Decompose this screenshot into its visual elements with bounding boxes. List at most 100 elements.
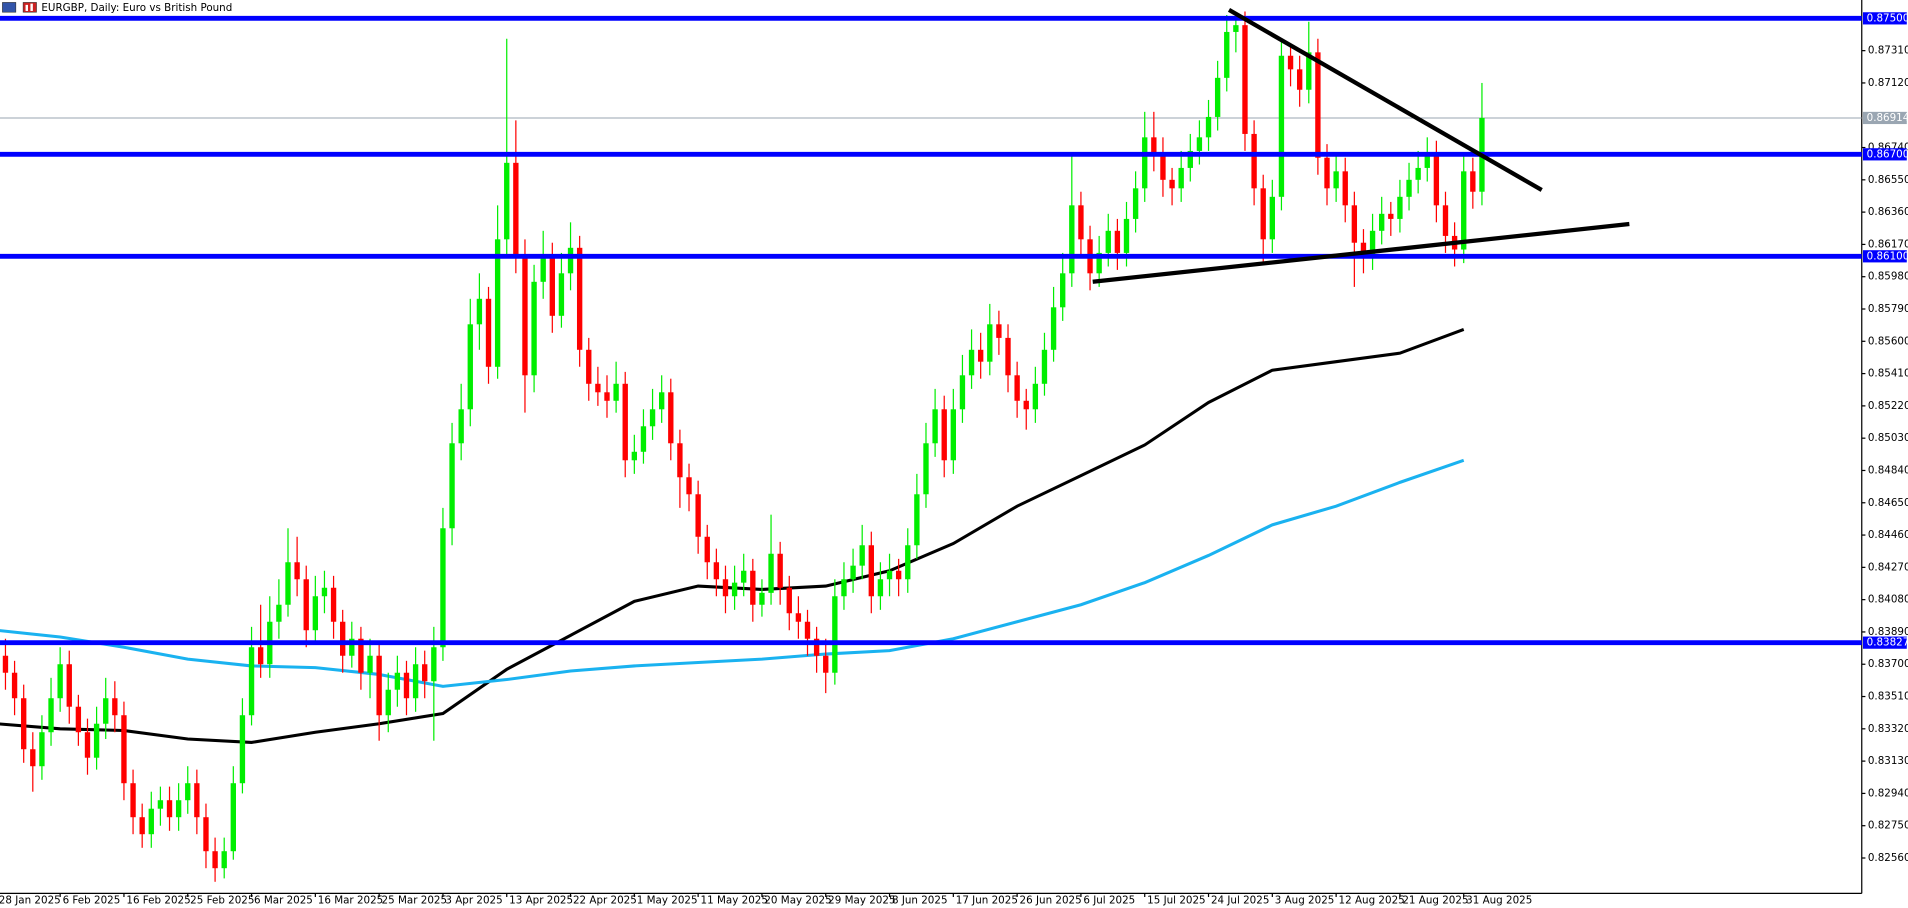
candle-body	[376, 655, 382, 716]
y-tick-label: 0.82750	[1868, 820, 1908, 832]
candle-body	[1224, 31, 1230, 78]
candle-body	[248, 647, 255, 716]
candle-body	[440, 528, 446, 648]
candle-body	[93, 723, 100, 758]
candle-body	[531, 281, 537, 376]
candle-body	[659, 392, 665, 410]
y-tick-label: 0.85030	[1868, 432, 1908, 444]
y-tick-label: 0.83130	[1868, 755, 1908, 767]
candle-body	[1078, 205, 1084, 240]
candle-body	[850, 565, 856, 580]
candle-body	[804, 621, 811, 639]
candle-body	[823, 655, 829, 673]
x-tick-label: 31 Aug 2025	[1466, 895, 1532, 907]
y-tick-label: 0.82560	[1868, 852, 1908, 864]
candle-body	[239, 715, 246, 784]
candle-body	[768, 553, 774, 593]
candle-body	[449, 443, 455, 529]
candle-body	[21, 698, 27, 750]
candle-body	[759, 592, 765, 605]
candle-body	[203, 817, 209, 852]
x-tick-label: 20 May 2025	[764, 895, 831, 907]
candle-body	[513, 162, 519, 257]
candle-body	[731, 582, 738, 597]
candle-body	[112, 698, 118, 716]
candle-body	[950, 409, 957, 461]
candle-body	[504, 162, 510, 240]
candle-body	[276, 604, 282, 622]
y-tick-label: 0.85410	[1868, 368, 1908, 380]
candle-body	[458, 409, 464, 444]
candle-body	[166, 800, 173, 818]
candle-body	[1461, 171, 1467, 250]
candle-body	[1306, 52, 1312, 90]
x-tick-label: 16 Feb 2025	[126, 895, 190, 907]
candle-body	[868, 545, 874, 597]
candle-body	[540, 256, 546, 282]
x-tick-label: 8 Jun 2025	[892, 895, 948, 907]
candle-body	[1014, 375, 1020, 401]
y-tick-label: 0.84840	[1868, 464, 1908, 476]
chart-title: EURGBP, Daily: Euro vs British Pound	[41, 2, 232, 14]
candle-body	[1096, 252, 1102, 274]
x-tick-label: 6 Jul 2025	[1083, 895, 1135, 907]
candle-body	[230, 783, 236, 852]
x-tick-label: 28 Jan 2025	[0, 895, 61, 907]
candle-body	[1415, 167, 1421, 180]
candle-body	[1123, 218, 1130, 253]
level-label-box	[1862, 636, 1907, 649]
candle-body	[1369, 230, 1376, 257]
candle-body	[1187, 150, 1193, 168]
candle-body	[403, 672, 410, 699]
candle-body	[813, 638, 820, 656]
y-tick-label: 0.83890	[1868, 626, 1908, 638]
candle-body	[1324, 157, 1330, 189]
candle-body	[1032, 383, 1039, 410]
candle-body	[121, 715, 127, 784]
candle-body	[494, 239, 501, 367]
x-tick-label: 15 Jul 2025	[1147, 895, 1205, 907]
candle-body	[1114, 230, 1121, 253]
x-tick-label: 3 Apr 2025	[445, 895, 502, 907]
candle-body	[604, 392, 610, 401]
y-tick-label: 0.87120	[1868, 77, 1908, 89]
candle-body	[1470, 171, 1476, 192]
candle-body	[1333, 171, 1339, 189]
candle-body	[1379, 213, 1385, 231]
candle-body	[1342, 171, 1348, 206]
candle-body	[1315, 52, 1321, 158]
candle-body	[48, 698, 54, 733]
x-tick-label: 17 Jun 2025	[956, 895, 1018, 907]
candle-body	[795, 613, 802, 622]
candle-body	[877, 579, 884, 597]
level-label-box	[1862, 250, 1907, 263]
candle-body	[1406, 179, 1412, 197]
candle-body	[1397, 196, 1403, 219]
candle-body	[932, 409, 938, 444]
candle-body	[103, 698, 109, 724]
candle-body	[558, 273, 565, 316]
candle-body	[294, 562, 300, 580]
candle-body	[367, 655, 373, 673]
candle-body	[330, 587, 337, 622]
candle-body	[394, 672, 401, 690]
candle-body	[1296, 69, 1303, 90]
candle-body	[1023, 400, 1029, 410]
candle-body	[1278, 55, 1285, 197]
x-tick-label: 1 May 2025	[637, 895, 698, 907]
candle-body	[1360, 242, 1367, 257]
candle-body	[84, 732, 91, 758]
candle-body	[1287, 55, 1294, 70]
candle-body	[1424, 154, 1430, 168]
y-tick-label: 0.82940	[1868, 787, 1908, 799]
candle-body	[704, 536, 710, 563]
candle-body	[476, 298, 483, 325]
y-tick-label: 0.86170	[1868, 238, 1908, 250]
candle-body	[923, 443, 929, 495]
candle-body	[595, 383, 601, 393]
candle-body	[895, 570, 902, 580]
x-tick-label: 16 Mar 2025	[318, 895, 383, 907]
candle-body	[567, 247, 574, 274]
candle-body	[1260, 188, 1266, 240]
